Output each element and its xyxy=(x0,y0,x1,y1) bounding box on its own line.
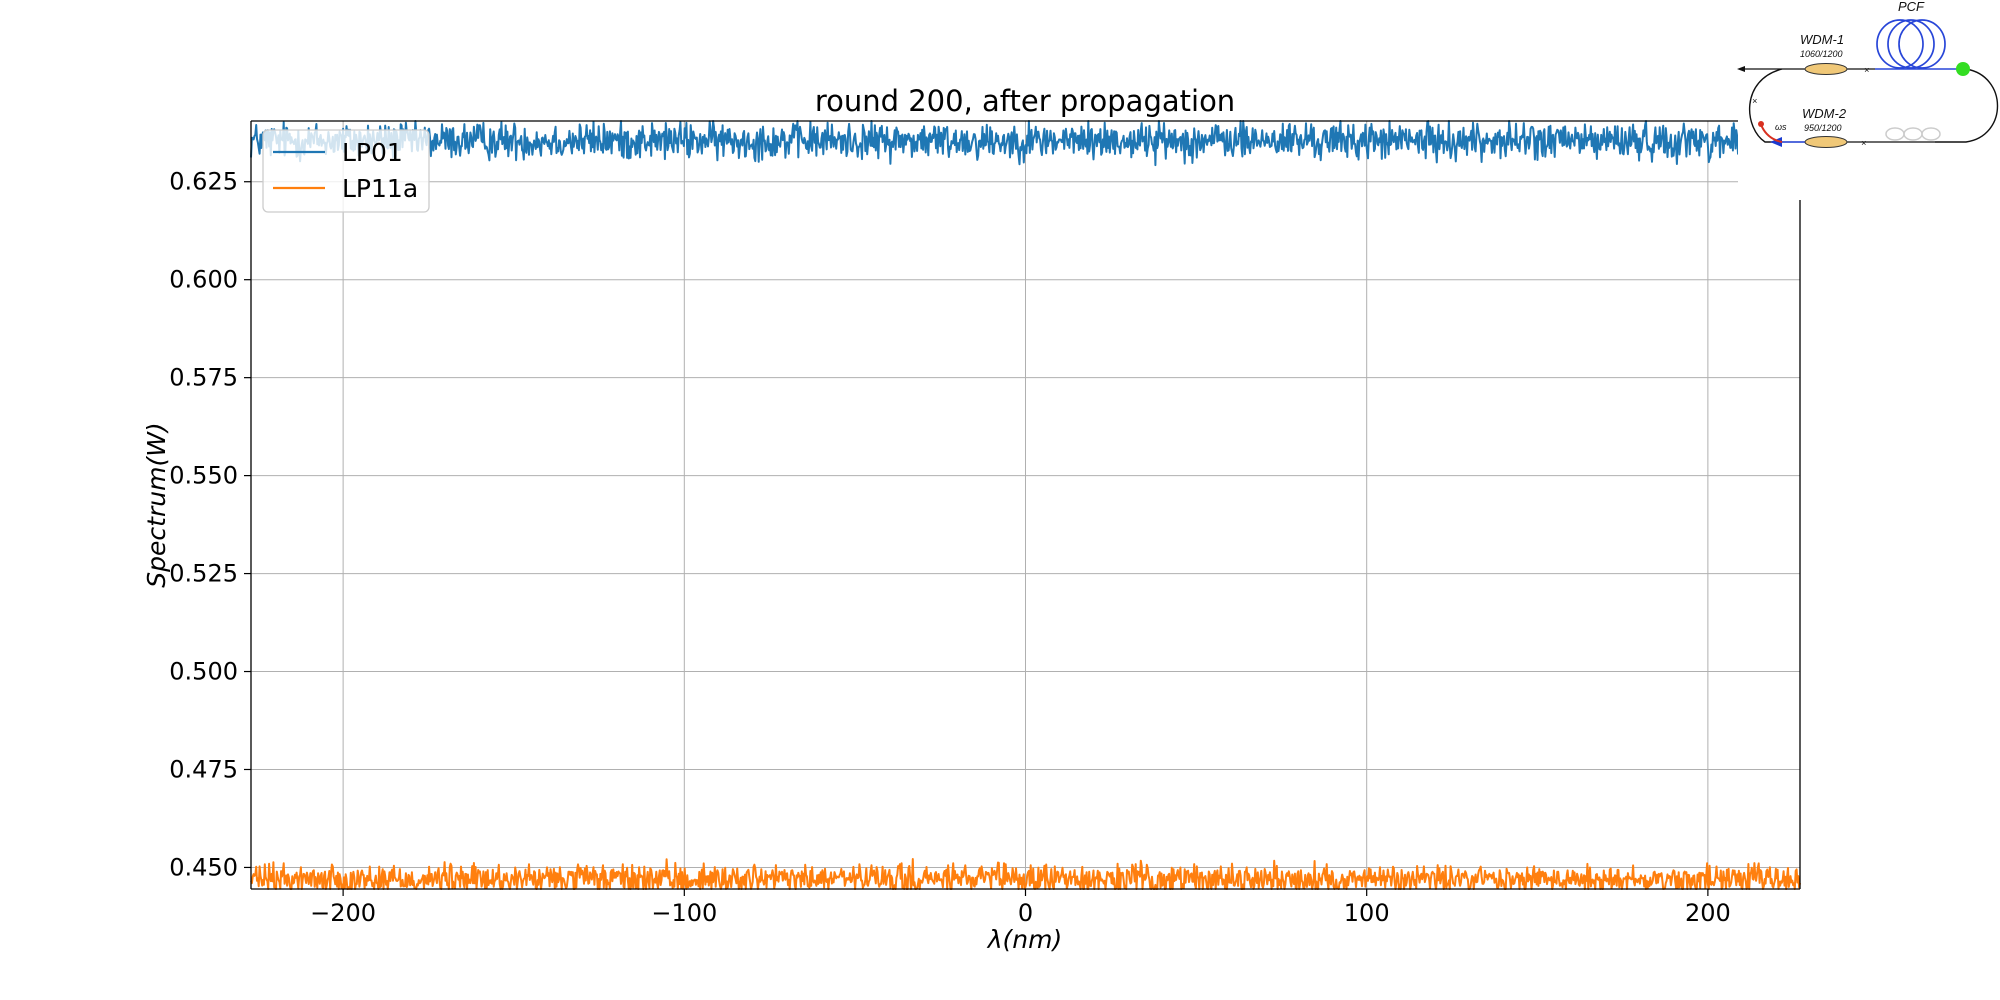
legend-label-lp01: LP01 xyxy=(342,138,403,167)
y-tick-label: 0.625 xyxy=(169,168,238,196)
x-tick-label: 100 xyxy=(1344,899,1390,927)
wdm-1-coupler xyxy=(1804,63,1848,75)
x-tick-label: −100 xyxy=(651,899,717,927)
x-tick-label: 0 xyxy=(1018,899,1033,927)
y-tick-label: 0.575 xyxy=(169,364,238,392)
x-tick-label: −200 xyxy=(310,899,376,927)
splice-mark: × xyxy=(1861,138,1866,148)
y-tick-label: 0.525 xyxy=(169,560,238,588)
pcf-label: PCF xyxy=(1898,0,1925,14)
grid-lines xyxy=(251,121,1800,889)
y-tick-label: 0.450 xyxy=(169,853,238,881)
y-axis-ticks: 0.450 0.475 0.500 0.525 0.550 0.575 0.600 0.625 xyxy=(169,168,251,881)
splice-mark: × xyxy=(1752,96,1757,106)
splice-mark: × xyxy=(1864,65,1869,75)
wdm-2-label: WDM-2 xyxy=(1802,106,1847,121)
wdm-2-spec: 950/1200 xyxy=(1804,123,1842,133)
fiber-loop-right xyxy=(1935,68,1999,143)
y-tick-label: 0.550 xyxy=(169,462,238,490)
wdm-1-label: WDM-1 xyxy=(1800,32,1844,47)
y-tick-label: 0.600 xyxy=(169,266,238,294)
omega-label: ωs xyxy=(1775,122,1787,132)
series-layer xyxy=(250,120,1801,890)
legend-label-lp11a: LP11a xyxy=(342,174,418,203)
legend: LP01 LP11a xyxy=(262,129,430,213)
series-line-lp11a xyxy=(250,858,1801,890)
pcf-coil-icon xyxy=(1876,19,1946,69)
y-tick-label: 0.475 xyxy=(169,755,238,783)
x-axis-ticks: −200 −100 0 100 200 xyxy=(310,889,1731,927)
fiber-schematic-inset: × WDM-1 1060/1200 PCF × WDM-2 950/1200 ω… xyxy=(1737,0,2000,200)
output-arrow-icon xyxy=(1737,66,1745,72)
y-tick-label: 0.500 xyxy=(169,658,238,686)
chart-title: round 200, after propagation xyxy=(815,84,1235,118)
series-line-lp01 xyxy=(250,120,1801,167)
input-arrow-icon xyxy=(1770,137,1782,147)
y-axis-label: Spectrum(W) xyxy=(142,422,171,587)
wdm-1-spec: 1060/1200 xyxy=(1800,49,1843,59)
fiber-loop-left xyxy=(1748,68,1783,143)
pump-node-icon xyxy=(1956,62,1970,76)
x-tick-label: 200 xyxy=(1685,899,1731,927)
wdm-2-coupler xyxy=(1804,136,1848,148)
faint-coil-glyph xyxy=(1885,127,1941,141)
x-axis-label: λ(nm) xyxy=(986,925,1063,954)
